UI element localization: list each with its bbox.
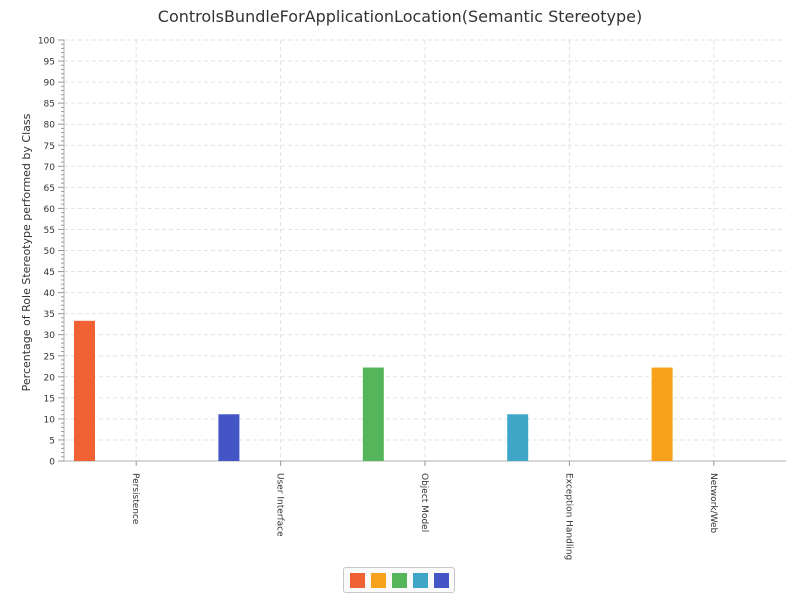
y-tick-label: 60 bbox=[44, 205, 56, 215]
y-tick-label: 35 bbox=[44, 310, 55, 320]
legend bbox=[343, 567, 455, 593]
grid-layer bbox=[64, 39, 786, 461]
legend-swatch bbox=[433, 572, 449, 588]
bar-persistence bbox=[74, 320, 95, 461]
y-tick-label: 15 bbox=[44, 394, 55, 404]
y-tick-label: 65 bbox=[44, 184, 55, 194]
x-tick-label: Persistence bbox=[130, 473, 140, 525]
y-tick-label: 25 bbox=[44, 352, 55, 362]
y-tick-label: 40 bbox=[44, 289, 56, 299]
y-tick-label: 85 bbox=[44, 100, 55, 110]
x-tick-label: Network/Web bbox=[708, 473, 718, 534]
y-tick-label: 20 bbox=[44, 373, 56, 383]
y-tick-label: 100 bbox=[38, 37, 55, 47]
y-tick-label: 5 bbox=[49, 436, 55, 446]
chart-title: ControlsBundleForApplicationLocation(Sem… bbox=[157, 7, 643, 26]
x-tick-label: User Interface bbox=[275, 473, 285, 537]
legend-swatch bbox=[391, 572, 407, 588]
y-tick-label: 30 bbox=[44, 331, 56, 341]
legend-swatch bbox=[349, 572, 365, 588]
bar-exception-handling bbox=[507, 414, 529, 461]
y-tick-label: 50 bbox=[44, 247, 56, 257]
bar-object-model bbox=[362, 367, 384, 461]
y-tick-label: 10 bbox=[44, 415, 56, 425]
y-tick-label: 45 bbox=[44, 268, 55, 278]
x-tick-label: Object Model bbox=[419, 473, 429, 532]
x-tick-label: Exception Handling bbox=[563, 473, 573, 560]
y-tick-label: 90 bbox=[44, 79, 56, 89]
legend-swatch bbox=[370, 572, 386, 588]
bar-network-web bbox=[651, 367, 673, 461]
y-tick-label: 55 bbox=[44, 226, 55, 236]
y-axis-label: Percentage of Role Stereotype performed … bbox=[20, 113, 33, 391]
y-tick-label: 95 bbox=[44, 58, 55, 68]
y-tick-label: 75 bbox=[44, 142, 55, 152]
y-tick-label: 80 bbox=[44, 121, 56, 131]
y-tick-label: 0 bbox=[49, 458, 55, 468]
axis-layer bbox=[58, 39, 786, 466]
bar-user-interface bbox=[218, 414, 240, 461]
bar-layer bbox=[74, 320, 673, 461]
legend-swatch bbox=[412, 572, 428, 588]
label-layer: 0 5 10 15 20 25 30 35 40 45 50 55 60 65 70 75 80 85 90 95 10… bbox=[20, 37, 718, 561]
y-tick-label: 70 bbox=[44, 163, 56, 173]
